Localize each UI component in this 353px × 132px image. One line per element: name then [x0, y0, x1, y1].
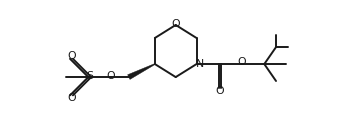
Text: N: N [196, 59, 205, 69]
Text: S: S [86, 71, 93, 81]
Text: O: O [67, 93, 76, 103]
Text: O: O [216, 86, 224, 96]
Polygon shape [128, 64, 155, 79]
Text: O: O [172, 19, 180, 29]
Text: O: O [238, 57, 246, 67]
Text: O: O [106, 71, 115, 81]
Text: O: O [67, 51, 76, 61]
